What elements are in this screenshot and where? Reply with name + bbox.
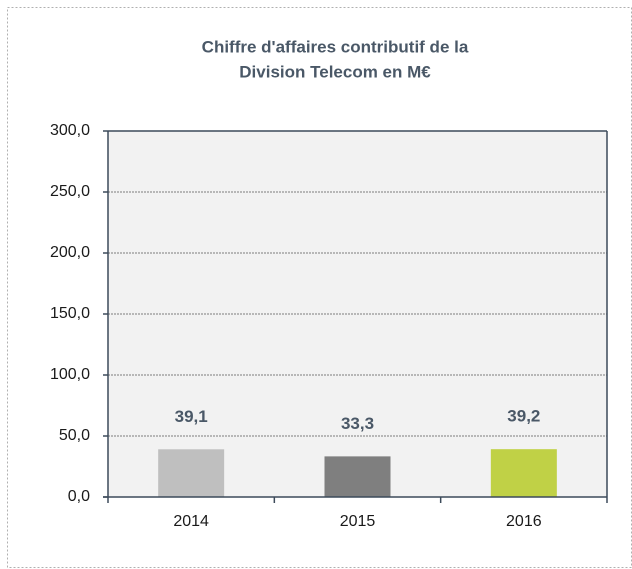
chart-title: Division Telecom en M€ [239,62,431,81]
bar [158,449,225,497]
y-tick-label: 50,0 [59,427,90,444]
y-tick-label: 0,0 [68,488,90,505]
x-tick-label: 2016 [506,513,542,530]
bar [324,456,391,497]
y-tick-label: 200,0 [50,244,90,261]
value-label: 39,1 [175,407,208,426]
x-tick-label: 2014 [173,513,209,530]
bar [490,449,557,497]
value-label: 33,3 [341,414,374,433]
chart-title: Chiffre d'affaires contributif de la [202,37,469,56]
value-label: 39,2 [507,407,540,426]
y-tick-label: 300,0 [50,122,90,139]
x-tick-label: 2015 [340,513,376,530]
y-tick-label: 100,0 [50,366,90,383]
y-tick-label: 250,0 [50,183,90,200]
y-tick-label: 150,0 [50,305,90,322]
